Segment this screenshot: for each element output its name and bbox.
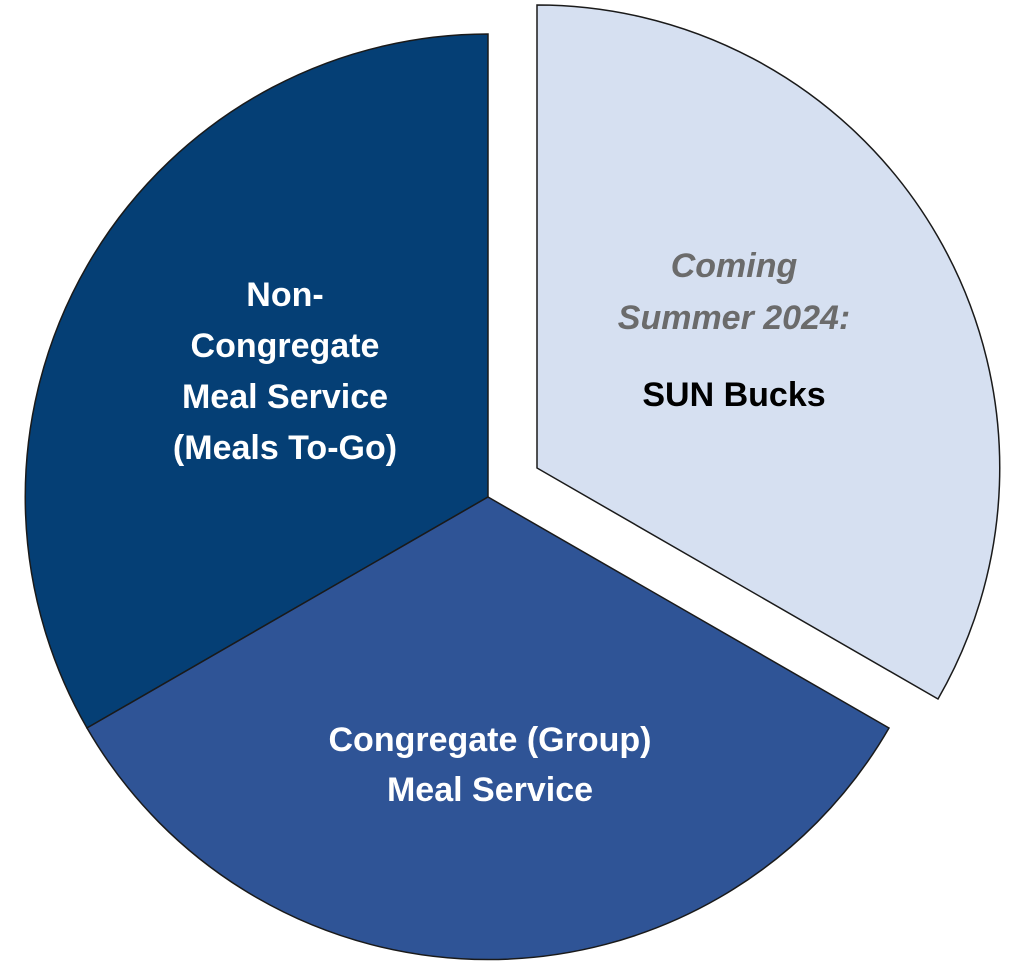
segment-label: SUN Bucks (642, 376, 825, 414)
segment-label: Non- (246, 276, 323, 314)
segment-label: Congregate (191, 327, 380, 365)
segment-label: Meal Service (387, 771, 593, 809)
segment-congregate (85, 496, 891, 961)
segment-note: Summer 2024: (618, 299, 850, 337)
segment-sun-bucks (536, 4, 1001, 701)
segment-label: Congregate (Group) (329, 721, 652, 759)
segment-non-congregate (24, 33, 489, 730)
segment-note: Coming (671, 247, 798, 285)
segment-label: (Meals To-Go) (173, 429, 397, 467)
segment-label: Meal Service (182, 378, 388, 416)
